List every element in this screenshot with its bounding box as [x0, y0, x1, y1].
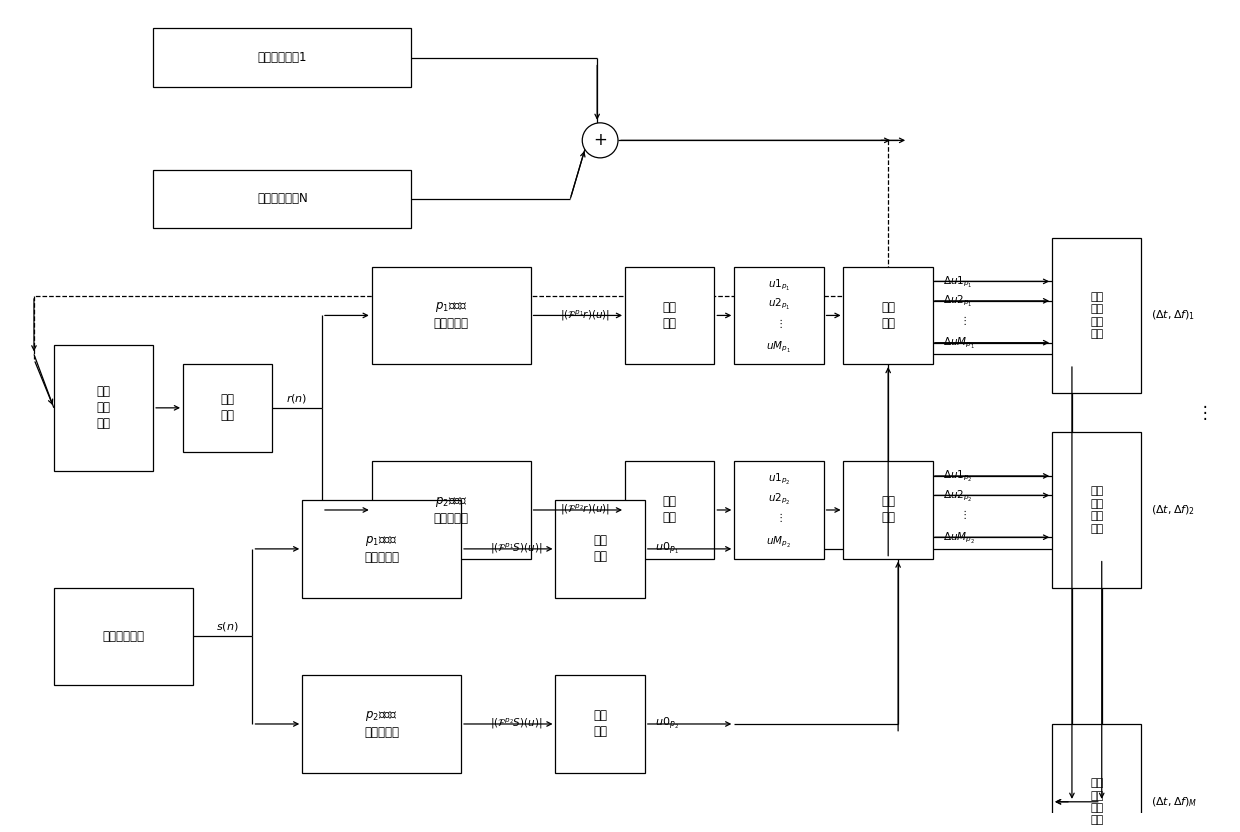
Text: 模数
转换: 模数 转换	[221, 394, 234, 423]
Bar	[1052, 238, 1142, 394]
Text: 时延
频移
联合
估计: 时延 频移 联合 估计	[1090, 292, 1104, 339]
Text: $|(\mathcal{F}^{p_2}S)(u)|$: $|(\mathcal{F}^{p_2}S)(u)|$	[490, 717, 542, 731]
Text: 前置
放大
滤波: 前置 放大 滤波	[97, 385, 110, 430]
Text: $(\Delta t, \Delta f)_M$: $(\Delta t, \Delta f)_M$	[1152, 795, 1198, 809]
Text: 时延
频移
联合
估计: 时延 频移 联合 估计	[1090, 487, 1104, 533]
Bar	[556, 500, 645, 597]
Text: 偏移
估计: 偏移 估计	[882, 496, 895, 524]
Text: $\Delta uM_{p_1}$: $\Delta uM_{p_1}$	[942, 335, 975, 350]
Text: 本地参考信号: 本地参考信号	[103, 630, 144, 643]
Bar	[53, 587, 193, 685]
Text: $u2_{p_1}$: $u2_{p_1}$	[768, 296, 790, 311]
Text: $\Delta u2_{p_2}$: $\Delta u2_{p_2}$	[942, 488, 972, 503]
Text: $(\Delta t, \Delta f)_1$: $(\Delta t, \Delta f)_1$	[1152, 309, 1195, 322]
Text: $u2_{p_2}$: $u2_{p_2}$	[768, 491, 790, 506]
Text: $(\Delta t, \Delta f)_2$: $(\Delta t, \Delta f)_2$	[1152, 503, 1195, 517]
Bar	[184, 364, 273, 452]
Text: 偏移
估计: 偏移 估计	[882, 301, 895, 330]
Text: 时延
频移
联合
估计: 时延 频移 联合 估计	[1090, 778, 1104, 825]
Bar	[53, 344, 154, 471]
Text: 峰值
检测: 峰值 检测	[593, 534, 608, 563]
Text: $p_2$阶分数
傅里叶变换: $p_2$阶分数 傅里叶变换	[434, 495, 469, 525]
Bar	[625, 462, 714, 558]
Bar	[734, 267, 823, 364]
Text: $p_1$阶分数
傅里叶变换: $p_1$阶分数 傅里叶变换	[434, 300, 469, 330]
Bar	[372, 267, 531, 364]
Text: $\vdots$: $\vdots$	[959, 508, 966, 522]
Text: 线性调频信号1: 线性调频信号1	[258, 51, 308, 64]
Text: $uM_{p_2}$: $uM_{p_2}$	[766, 533, 791, 548]
Bar	[843, 462, 932, 558]
Bar	[372, 462, 531, 558]
Text: 峰值
检测: 峰值 检测	[662, 496, 677, 524]
Text: $\Delta uM_{p_2}$: $\Delta uM_{p_2}$	[942, 530, 975, 545]
Bar	[154, 170, 412, 228]
Text: $p_2$阶分数
傅里叶变换: $p_2$阶分数 傅里叶变换	[365, 709, 399, 739]
Bar	[1052, 724, 1142, 832]
Text: $p_1$阶分数
傅里叶变换: $p_1$阶分数 傅里叶变换	[365, 534, 399, 564]
Text: $r(n)$: $r(n)$	[286, 392, 308, 404]
Text: $|(\mathcal{F}^{p_1}S)(u)|$: $|(\mathcal{F}^{p_1}S)(u)|$	[490, 542, 542, 556]
Text: $\vdots$: $\vdots$	[775, 512, 782, 524]
Bar	[303, 500, 461, 597]
Text: $|(\mathcal{F}^{p_1}r)(u)|$: $|(\mathcal{F}^{p_1}r)(u)|$	[560, 308, 610, 323]
Text: $u1_{p_2}$: $u1_{p_2}$	[768, 472, 790, 487]
Text: $\Delta u2_{p_1}$: $\Delta u2_{p_1}$	[942, 294, 972, 309]
Bar	[154, 28, 412, 87]
Bar	[1052, 432, 1142, 587]
Bar	[734, 462, 823, 558]
Text: $s(n)$: $s(n)$	[216, 620, 239, 633]
Text: $u0_{p_2}$: $u0_{p_2}$	[655, 716, 678, 732]
Text: 峰值
检测: 峰值 检测	[662, 301, 677, 330]
Text: $u0_{p_1}$: $u0_{p_1}$	[655, 541, 678, 557]
Text: $\vdots$: $\vdots$	[1195, 404, 1207, 422]
Bar	[843, 267, 932, 364]
Text: $uM_{p_1}$: $uM_{p_1}$	[766, 339, 791, 354]
Text: $\vdots$: $\vdots$	[775, 317, 782, 329]
Text: $|(\mathcal{F}^{p_2}r)(u)|$: $|(\mathcal{F}^{p_2}r)(u)|$	[560, 503, 610, 518]
Text: $\Delta u1_{p_2}$: $\Delta u1_{p_2}$	[942, 468, 972, 483]
Bar	[625, 267, 714, 364]
Text: $\Delta u1_{p_1}$: $\Delta u1_{p_1}$	[942, 274, 972, 289]
Bar	[556, 676, 645, 773]
Text: $u1_{p_1}$: $u1_{p_1}$	[768, 277, 790, 292]
Text: 线性调频信号N: 线性调频信号N	[257, 192, 308, 206]
Bar	[303, 676, 461, 773]
Circle shape	[583, 123, 618, 158]
Text: +: +	[593, 131, 608, 150]
Text: 峰值
检测: 峰值 检测	[593, 710, 608, 739]
Text: $\vdots$: $\vdots$	[959, 314, 966, 327]
